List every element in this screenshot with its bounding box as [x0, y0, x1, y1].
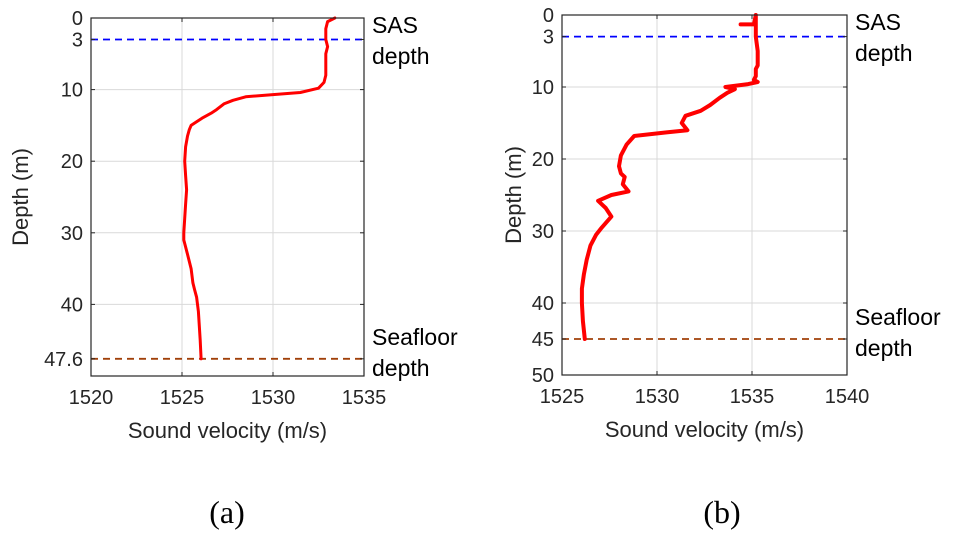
- y-tick-label: 20: [61, 151, 83, 173]
- x-tick-labels-b: 1525 1530 1535 1540: [540, 386, 870, 408]
- y-axis-label-b: Depth (m): [501, 146, 526, 244]
- sound-velocity-curve: [182, 16, 337, 361]
- x-tick-label: 1525: [540, 386, 585, 408]
- y-tick-label: 0: [72, 8, 83, 30]
- grid-b: [562, 15, 847, 375]
- y-tick-label: 30: [532, 221, 554, 243]
- seafloor-depth-label: depth: [372, 355, 430, 381]
- y-tick-label: 30: [61, 223, 83, 245]
- axes-box: [90, 17, 365, 377]
- reference-lines-a: [91, 38, 364, 360]
- reference-lines-b: [562, 35, 847, 340]
- x-tick-label: 1535: [730, 386, 775, 408]
- seafloor-depth-label: depth: [855, 335, 913, 361]
- sas-depth-label: depth: [372, 43, 430, 69]
- x-tick-label: 1530: [635, 386, 680, 408]
- curve-a: [182, 16, 337, 361]
- x-tick-labels-a: 1520 1525 1530 1535: [69, 387, 387, 409]
- x-tick-label: 1530: [251, 387, 296, 409]
- y-tick-label: 10: [61, 80, 83, 102]
- grid-a: [91, 18, 364, 376]
- y-tick-label: 20: [532, 149, 554, 171]
- y-tick-label: 3: [72, 29, 83, 51]
- y-tick-label: 3: [543, 27, 554, 49]
- panel-a: 1520 1525 1530 1535 03 10 20 30 40 47.6 SAS depth…: [8, 8, 458, 530]
- curve-b: [579, 13, 760, 341]
- axes-box: [561, 14, 848, 376]
- y-tick-label: 40: [532, 293, 554, 315]
- seafloor-depth-label: Seafloor: [855, 304, 941, 330]
- y-tick-labels-b: 03 10 20 30 40 45 50: [532, 5, 554, 387]
- y-tick-label: 50: [532, 365, 554, 387]
- panel-b: 1525 1530 1535 1540 03 10 20 30 40 45 50 SAS depth…: [501, 5, 941, 530]
- x-axis-label-b: Sound velocity (m/s): [605, 417, 804, 442]
- y-tick-label: 10: [532, 77, 554, 99]
- x-tick-label: 1520: [69, 387, 114, 409]
- y-tick-label: 40: [61, 294, 83, 316]
- x-tick-label: 1540: [825, 386, 870, 408]
- caption-b: (b): [703, 494, 740, 530]
- axes-a: [90, 17, 365, 377]
- x-tick-label: 1525: [160, 387, 205, 409]
- seafloor-depth-label: Seafloor: [372, 324, 458, 350]
- y-tick-label: 0: [543, 5, 554, 27]
- axes-b: [561, 14, 848, 376]
- sas-depth-label: depth: [855, 40, 913, 66]
- y-tick-label: 45: [532, 329, 554, 351]
- x-tick-label: 1535: [342, 387, 387, 409]
- sas-depth-label: SAS: [855, 9, 901, 35]
- caption-a: (a): [209, 494, 245, 530]
- x-axis-label-a: Sound velocity (m/s): [128, 418, 327, 443]
- reference-labels-b: SAS depth Seafloor depth: [855, 9, 941, 361]
- sound-velocity-curve: [579, 13, 760, 341]
- y-axis-label-a: Depth (m): [8, 148, 33, 246]
- reference-labels-a: SAS depth Seafloor depth: [372, 12, 458, 381]
- y-tick-labels-a: 03 10 20 30 40 47.6: [44, 8, 83, 371]
- y-tick-label: 47.6: [44, 349, 83, 371]
- sas-depth-label: SAS: [372, 12, 418, 38]
